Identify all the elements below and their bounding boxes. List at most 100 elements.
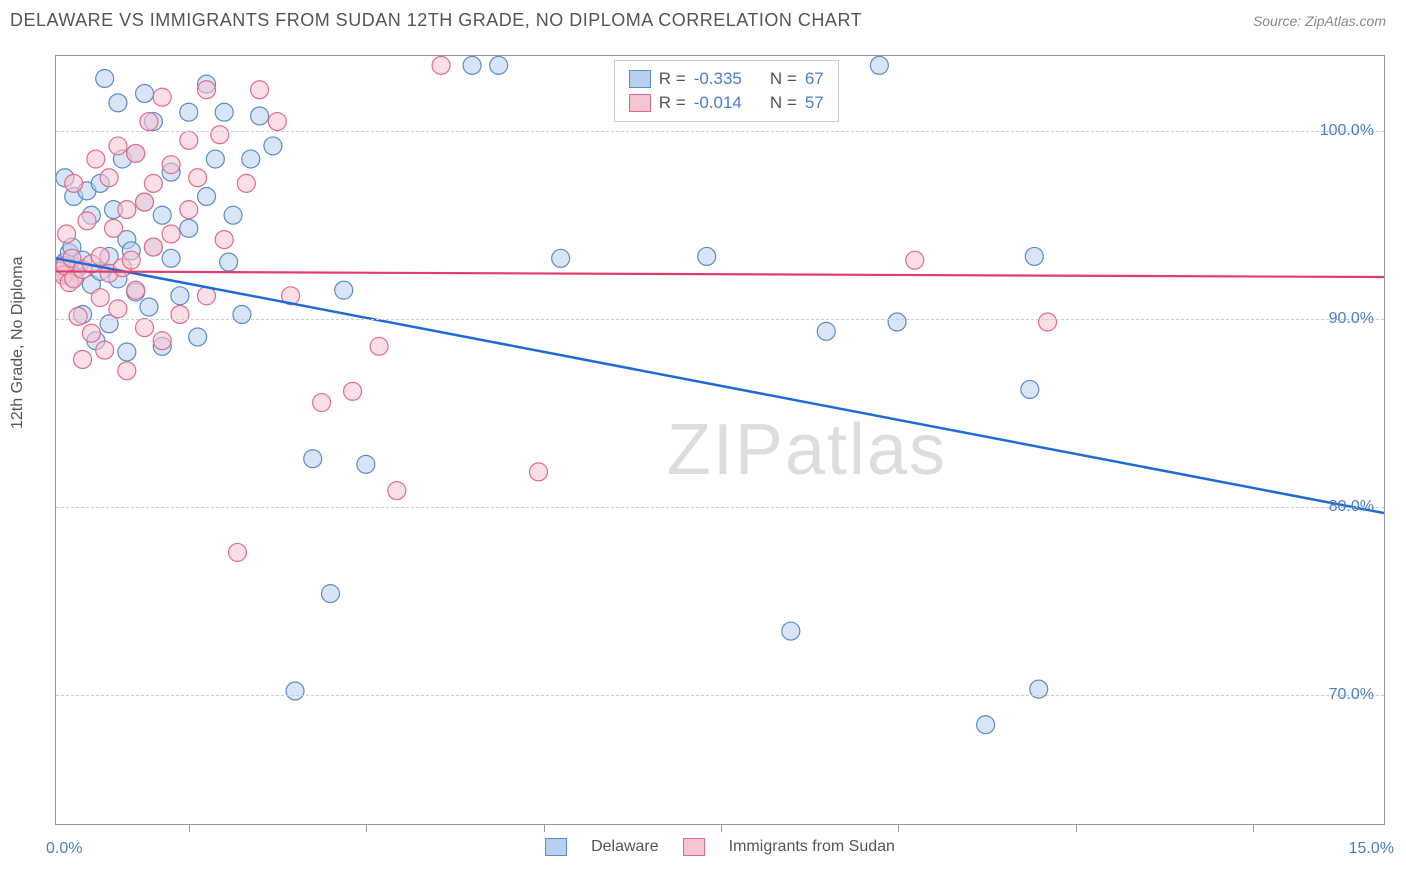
scatter-point-sudan xyxy=(268,113,286,131)
x-tick xyxy=(898,824,899,832)
scatter-point-delaware xyxy=(109,94,127,112)
x-tick xyxy=(544,824,545,832)
scatter-point-sudan xyxy=(388,482,406,500)
scatter-point-delaware xyxy=(698,247,716,265)
swatch-delaware-bottom xyxy=(545,838,567,856)
scatter-point-delaware xyxy=(153,206,171,224)
scatter-point-sudan xyxy=(100,169,118,187)
swatch-delaware xyxy=(629,70,651,88)
scatter-point-delaware xyxy=(251,107,269,125)
scatter-point-delaware xyxy=(782,622,800,640)
scatter-point-sudan xyxy=(229,543,247,561)
scatter-point-delaware xyxy=(463,56,481,74)
scatter-point-sudan xyxy=(87,150,105,168)
legend-row-sudan: R = -0.014 N = 57 xyxy=(629,91,824,115)
correlation-legend: R = -0.335 N = 67 R = -0.014 N = 57 xyxy=(614,60,839,122)
scatter-point-delaware xyxy=(206,150,224,168)
scatter-point-sudan xyxy=(96,341,114,359)
scatter-point-sudan xyxy=(82,324,100,342)
scatter-point-sudan xyxy=(122,251,140,269)
scatter-point-sudan xyxy=(144,238,162,256)
scatter-point-delaware xyxy=(189,328,207,346)
scatter-point-delaware xyxy=(286,682,304,700)
x-tick xyxy=(366,824,367,832)
trendline-sudan xyxy=(56,271,1384,277)
scatter-point-sudan xyxy=(215,231,233,249)
scatter-point-sudan xyxy=(344,382,362,400)
series-legend: Delaware Immigrants from Sudan xyxy=(545,838,895,856)
x-tick xyxy=(189,824,190,832)
trendline-delaware xyxy=(56,258,1384,513)
scatter-point-delaware xyxy=(870,56,888,74)
scatter-point-delaware xyxy=(220,253,238,271)
legend-n-label: N = xyxy=(770,93,797,113)
scatter-svg xyxy=(56,56,1384,824)
scatter-point-delaware xyxy=(817,322,835,340)
scatter-point-delaware xyxy=(198,188,216,206)
legend-r-value-delaware: -0.335 xyxy=(694,69,742,89)
scatter-point-sudan xyxy=(906,251,924,269)
scatter-point-sudan xyxy=(118,201,136,219)
scatter-point-delaware xyxy=(490,56,508,74)
scatter-point-sudan xyxy=(109,300,127,318)
legend-label-delaware: Delaware xyxy=(591,838,659,856)
scatter-point-sudan xyxy=(127,144,145,162)
scatter-point-sudan xyxy=(153,88,171,106)
scatter-point-sudan xyxy=(91,289,109,307)
scatter-point-delaware xyxy=(357,455,375,473)
x-tick xyxy=(721,824,722,832)
legend-n-label: N = xyxy=(770,69,797,89)
y-tick-label: 100.0% xyxy=(1320,122,1374,140)
scatter-point-delaware xyxy=(888,313,906,331)
scatter-point-sudan xyxy=(109,137,127,155)
scatter-point-sudan xyxy=(237,174,255,192)
scatter-point-sudan xyxy=(211,126,229,144)
legend-r-label: R = xyxy=(659,69,686,89)
scatter-point-sudan xyxy=(69,307,87,325)
scatter-point-delaware xyxy=(136,84,154,102)
scatter-point-delaware xyxy=(264,137,282,155)
legend-n-value-delaware: 67 xyxy=(805,69,824,89)
scatter-point-delaware xyxy=(96,70,114,88)
page-title: DELAWARE VS IMMIGRANTS FROM SUDAN 12TH G… xyxy=(10,10,862,31)
scatter-point-sudan xyxy=(136,319,154,337)
scatter-point-sudan xyxy=(1039,313,1057,331)
chart-plot-area: ZIPatlas R = -0.335 N = 67 R = -0.014 N … xyxy=(55,55,1385,825)
scatter-point-delaware xyxy=(242,150,260,168)
x-axis-max-label: 15.0% xyxy=(1349,840,1394,858)
scatter-point-delaware xyxy=(140,298,158,316)
scatter-point-sudan xyxy=(432,56,450,74)
scatter-point-delaware xyxy=(1025,247,1043,265)
scatter-point-sudan xyxy=(180,201,198,219)
scatter-point-delaware xyxy=(215,103,233,121)
scatter-point-sudan xyxy=(65,174,83,192)
scatter-point-delaware xyxy=(162,249,180,267)
scatter-point-sudan xyxy=(251,81,269,99)
legend-r-value-sudan: -0.014 xyxy=(694,93,742,113)
scatter-point-sudan xyxy=(136,193,154,211)
scatter-point-sudan xyxy=(180,131,198,149)
scatter-point-sudan xyxy=(118,362,136,380)
scatter-point-sudan xyxy=(198,81,216,99)
x-axis-min-label: 0.0% xyxy=(46,840,82,858)
y-axis-label: 12th Grade, No Diploma xyxy=(9,256,27,429)
source-label: Source: ZipAtlas.com xyxy=(1253,13,1386,29)
gridline-h xyxy=(56,131,1384,132)
swatch-sudan xyxy=(629,94,651,112)
legend-r-label: R = xyxy=(659,93,686,113)
scatter-point-sudan xyxy=(144,174,162,192)
scatter-point-delaware xyxy=(118,343,136,361)
scatter-point-sudan xyxy=(153,332,171,350)
scatter-point-delaware xyxy=(304,450,322,468)
legend-row-delaware: R = -0.335 N = 67 xyxy=(629,67,824,91)
scatter-point-sudan xyxy=(189,169,207,187)
legend-label-sudan: Immigrants from Sudan xyxy=(729,838,895,856)
scatter-point-sudan xyxy=(91,247,109,265)
scatter-point-sudan xyxy=(140,113,158,131)
scatter-point-delaware xyxy=(335,281,353,299)
gridline-h xyxy=(56,695,1384,696)
swatch-sudan-bottom xyxy=(683,838,705,856)
x-tick xyxy=(1076,824,1077,832)
y-tick-label: 90.0% xyxy=(1329,310,1374,328)
scatter-point-delaware xyxy=(233,306,251,324)
